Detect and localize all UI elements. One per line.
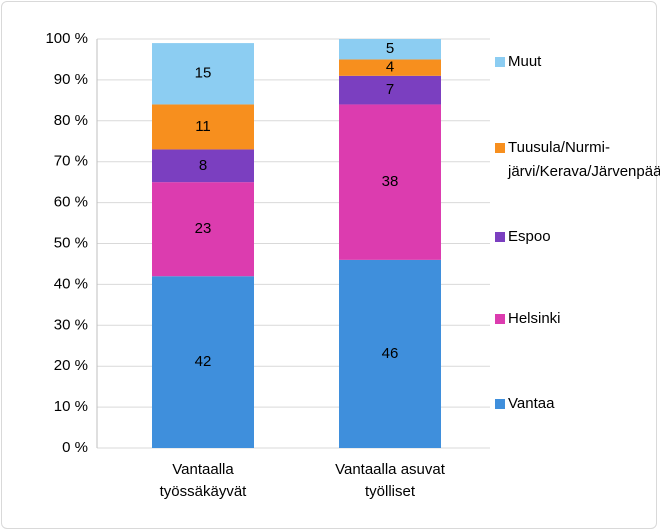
legend-swatch [495, 57, 505, 67]
bar-segment [152, 43, 254, 105]
y-tick-label: 100 % [45, 30, 88, 47]
legend-swatch [495, 399, 505, 409]
legend-label: Helsinki [508, 310, 561, 327]
bar-segment [152, 149, 254, 183]
y-tick-label: 20 % [54, 357, 88, 374]
x-tick-label: Vantaalla työssäkäyvät [159, 461, 247, 500]
bar-segment [152, 104, 254, 150]
data-label: 11 [195, 118, 211, 135]
legend-swatch [495, 143, 505, 153]
bar-segment [339, 59, 441, 76]
bar-segment [339, 259, 441, 448]
y-tick-label: 90 % [54, 71, 88, 88]
data-label: 5 [386, 40, 394, 57]
y-tick-label: 30 % [54, 316, 88, 333]
bar-segment [152, 182, 254, 277]
y-tick-label: 10 % [54, 398, 88, 415]
legend-label: Muut [508, 53, 542, 70]
legend-label: Espoo [508, 228, 551, 245]
data-label: 7 [386, 81, 394, 98]
legend-swatch [495, 232, 505, 242]
y-tick-label: 80 % [54, 112, 88, 129]
bar-segment [339, 104, 441, 260]
data-label: 46 [382, 345, 399, 362]
y-tick-label: 50 % [54, 234, 88, 251]
data-label: 38 [382, 173, 399, 190]
y-tick-label: 70 % [54, 153, 88, 170]
data-label: 42 [195, 353, 212, 370]
bar-segment [339, 75, 441, 105]
data-label: 8 [199, 157, 207, 174]
legend-label: Vantaa [508, 395, 555, 412]
x-tick-label: Vantaalla asuvat työlliset [335, 461, 445, 500]
legend-swatch [495, 314, 505, 324]
y-tick-label: 60 % [54, 194, 88, 211]
data-label: 15 [195, 65, 212, 82]
legend-label: Tuusula/Nurmi-järvi/Kerava/Järvenpää [508, 139, 660, 180]
y-tick-label: 40 % [54, 275, 88, 292]
data-label: 4 [386, 59, 394, 76]
bar-segment [339, 39, 441, 60]
bar-segment [152, 276, 254, 448]
y-tick-label: 0 % [62, 439, 88, 456]
data-label: 23 [195, 220, 212, 237]
